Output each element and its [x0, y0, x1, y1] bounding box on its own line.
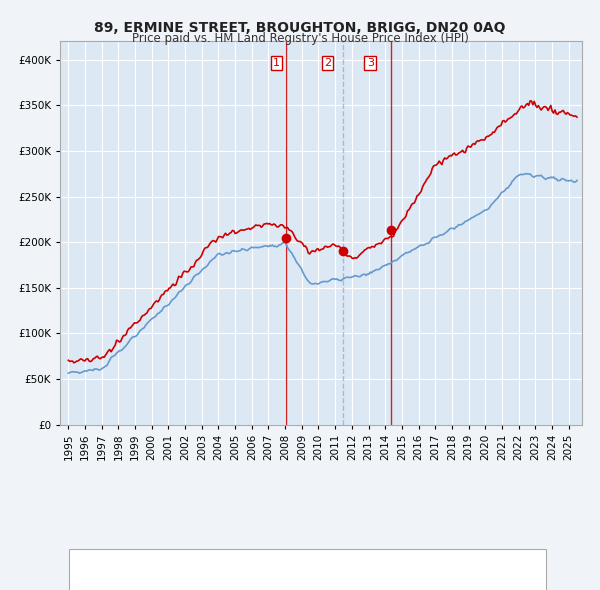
Text: 1: 1: [273, 58, 280, 68]
Text: Price paid vs. HM Land Registry's House Price Index (HPI): Price paid vs. HM Land Registry's House …: [131, 32, 469, 45]
Text: HPI: Average price, detached house, North Lincolnshire: HPI: Average price, detached house, Nort…: [111, 582, 399, 590]
Text: 3: 3: [367, 58, 374, 68]
Text: 89, ERMINE STREET, BROUGHTON, BRIGG, DN20 0AQ (detached house): 89, ERMINE STREET, BROUGHTON, BRIGG, DN2…: [111, 562, 484, 571]
Text: 2: 2: [324, 58, 331, 68]
Text: 89, ERMINE STREET, BROUGHTON, BRIGG, DN20 0AQ: 89, ERMINE STREET, BROUGHTON, BRIGG, DN2…: [94, 21, 506, 35]
Text: Contains HM Land Registry data © Crown copyright and database right 2025.
This d: Contains HM Land Registry data © Crown c…: [75, 565, 427, 584]
